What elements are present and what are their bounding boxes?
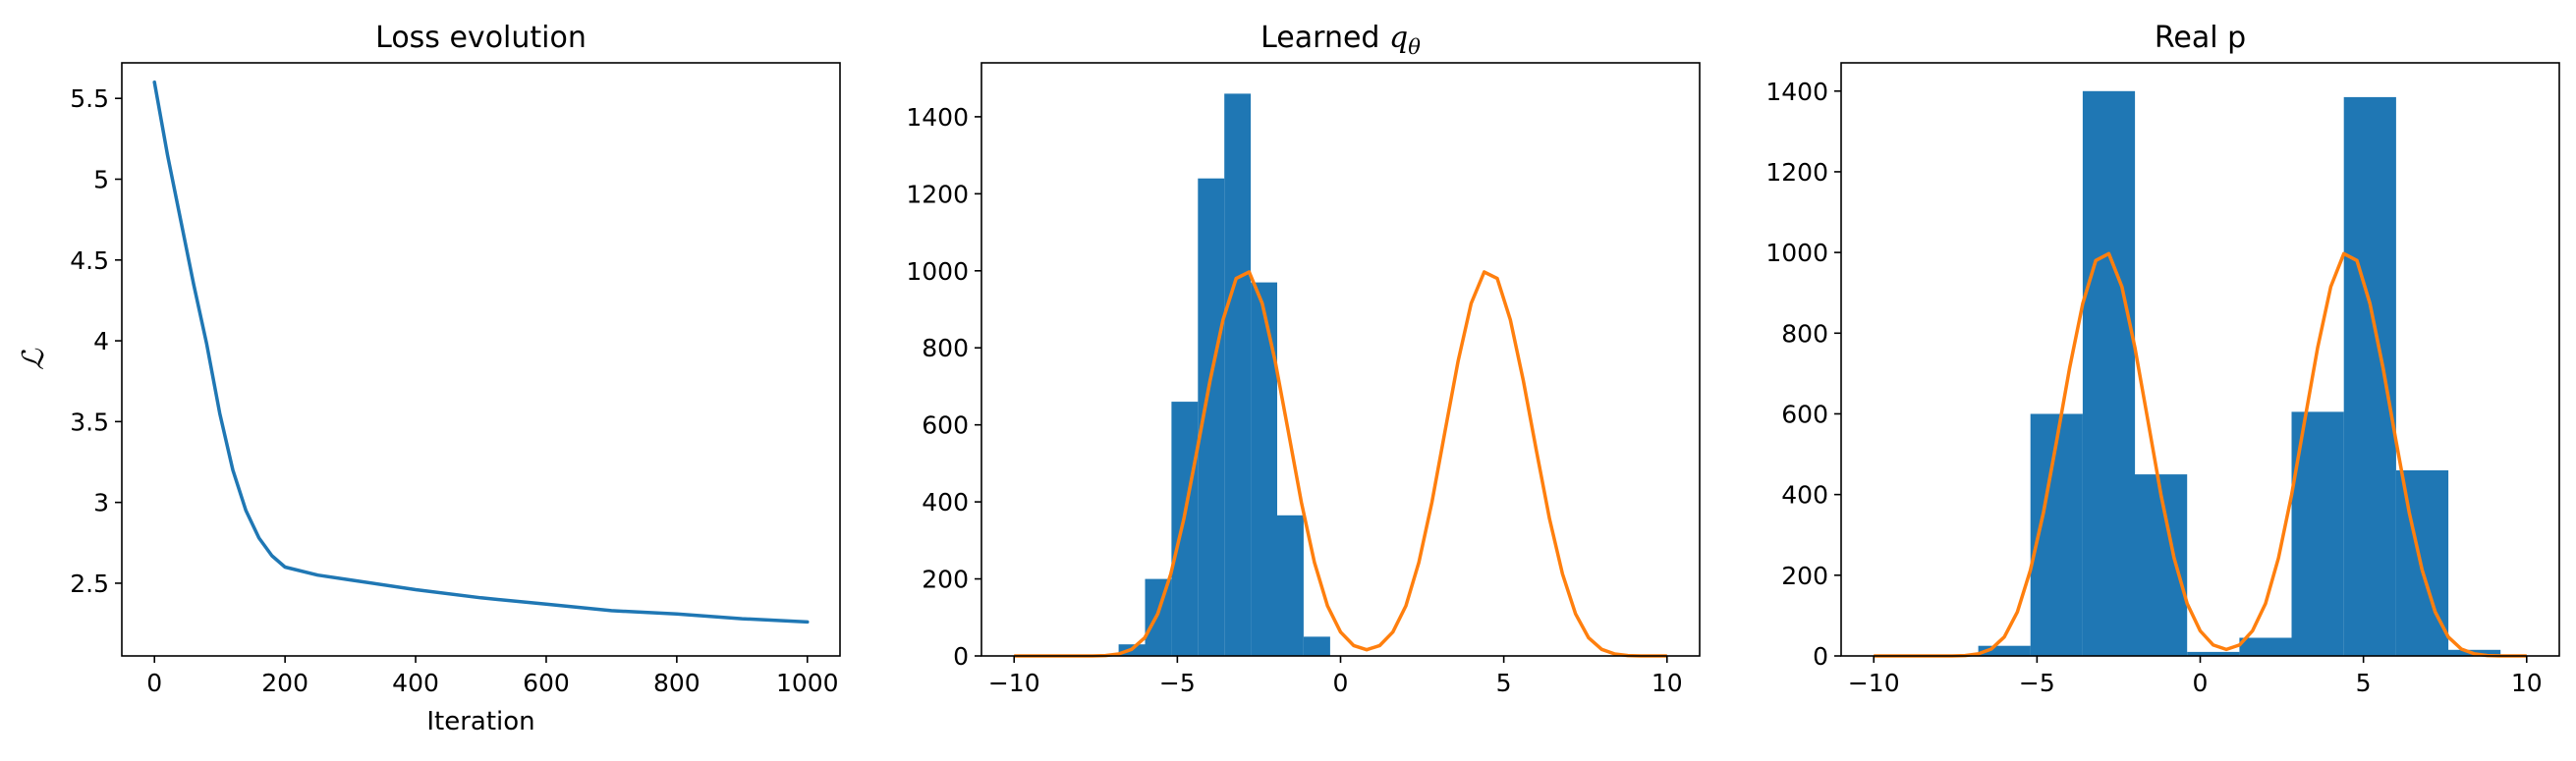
y-tick-label: 1200 [906, 180, 969, 208]
y-tick-label: 400 [922, 488, 969, 516]
y-tick-label: 5 [93, 165, 109, 193]
histogram-bar [1145, 578, 1172, 656]
y-tick-label: 800 [1781, 319, 1828, 348]
y-tick-label: 1400 [906, 103, 969, 132]
loss-evolution-panel: 0 200 400 600 800 1000 2.5 3 3.5 4 4.5 5 5.5 Loss evo… [17, 21, 841, 736]
density-curve [1874, 251, 2527, 658]
x-tick-label: 5 [2356, 669, 2372, 697]
chart-title-text: Learned [1260, 21, 1379, 55]
density-curve [1014, 270, 1667, 658]
histogram-bar [1304, 636, 1330, 656]
histogram-bar [1171, 402, 1199, 656]
y-tick-label: 600 [1781, 400, 1828, 428]
y-tick-label: 4.5 [70, 246, 109, 275]
x-tick-label: 10 [1652, 669, 1683, 697]
histogram-bar [1277, 515, 1304, 656]
histogram-bar [1251, 282, 1277, 656]
histogram-bar [2135, 474, 2188, 656]
y-tick-label: 800 [922, 334, 969, 362]
x-tick-label: 1000 [776, 669, 839, 697]
histogram-bar [2239, 637, 2292, 656]
x-tick-label: 5 [1496, 669, 1512, 697]
y-tick-label: 400 [1781, 481, 1828, 510]
y-tick-label: 1400 [1765, 78, 1828, 106]
y-tick-label: 3.5 [70, 408, 109, 436]
chart-title-space [1379, 21, 1389, 55]
y-tick-label: 600 [922, 411, 969, 440]
real-p-panel: −10 −5 0 5 10 0 200 400 600 800 1000 1200 1400 Real p [1765, 21, 2560, 697]
chart-title: Learned qθ [1260, 21, 1421, 59]
x-tick-label: 600 [523, 669, 570, 697]
x-tick-label: 0 [146, 669, 162, 697]
y-tick-label: 3 [93, 489, 109, 517]
x-axis-label: Iteration [426, 707, 534, 736]
histogram-bar [2187, 651, 2240, 656]
histogram-bar [2343, 96, 2396, 656]
y-tick-label: 5.5 [70, 84, 109, 113]
y-axis-label: ℒ [17, 348, 51, 370]
chart-title-math: q [1389, 21, 1408, 55]
y-tick-label: 1000 [1765, 239, 1828, 267]
y-tick-label: 200 [922, 566, 969, 594]
y-tick-label: 0 [953, 642, 969, 671]
x-tick-label: 400 [392, 669, 439, 697]
x-tick-label: −10 [988, 669, 1040, 697]
histogram-bar [1224, 93, 1252, 656]
x-tick-label: 10 [2511, 669, 2543, 697]
chart-title-subscript: θ [1408, 35, 1421, 59]
x-tick-label: −10 [1848, 669, 1900, 697]
learned-q-theta-panel: −10 −5 0 5 10 0 200 400 600 800 1000 1200 1400 Learne… [906, 21, 1701, 697]
chart-title: Loss evolution [375, 21, 587, 55]
x-tick-label: 800 [653, 669, 700, 697]
y-tick-label: 200 [1781, 562, 1828, 590]
y-tick-label: 1000 [906, 257, 969, 286]
x-tick-label: 0 [1333, 669, 1349, 697]
y-tick-label: 1200 [1765, 158, 1828, 187]
x-tick-label: 0 [2193, 669, 2209, 697]
y-tick-label: 2.5 [70, 570, 109, 598]
y-tick-label: 4 [93, 327, 109, 355]
loss-line [152, 80, 810, 625]
x-tick-label: −5 [2019, 669, 2055, 697]
chart-title: Real p [2155, 21, 2246, 55]
histogram-bar [2082, 90, 2136, 657]
x-tick-label: −5 [1159, 669, 1196, 697]
axes-frame [121, 62, 841, 657]
histogram-bar [1978, 645, 2031, 656]
x-tick-label: 200 [261, 669, 308, 697]
y-tick-label: 0 [1813, 642, 1828, 671]
